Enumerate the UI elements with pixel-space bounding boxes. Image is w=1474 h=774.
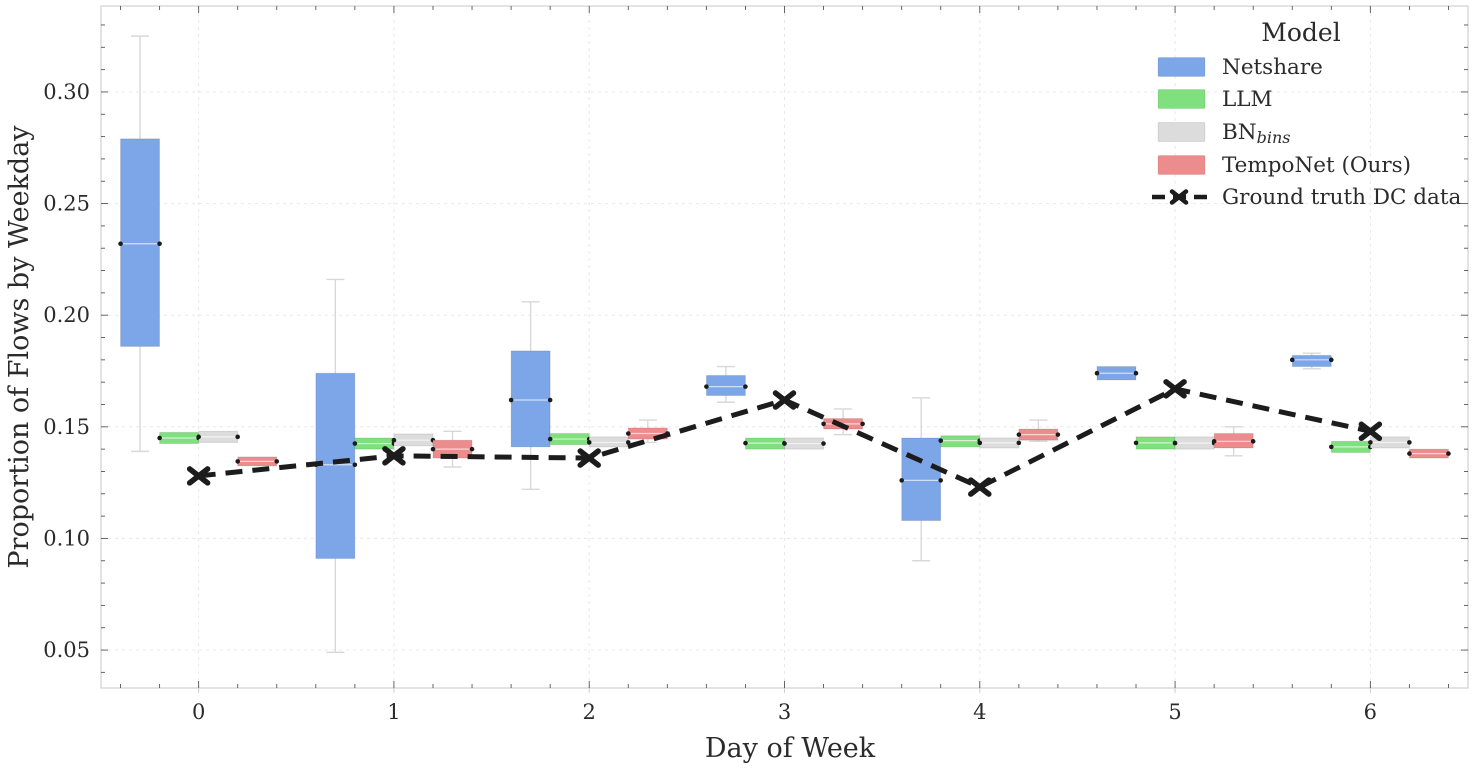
x-tick-label: 5 [1168, 700, 1181, 724]
legend-swatch-netshare [1157, 57, 1206, 77]
legend-title: Model [1261, 18, 1340, 47]
x-tick-label: 2 [583, 700, 596, 724]
median-dot-left-temponet-ours--d3 [821, 421, 826, 427]
x-tick-label: 0 [192, 700, 205, 724]
median-dot-left-bn-bins-d1 [391, 437, 397, 443]
median-dot-left-temponet-ours--d4 [1016, 432, 1022, 437]
ticks-layer [101, 6, 1468, 693]
median-dot-left-bn-bins-d4 [977, 440, 983, 446]
median-dot-left-temponet-ours--d2 [626, 431, 631, 436]
tick-labels-layer: 0.05 0.10 0.15 0.20 0.25 0.30 0 1 2 3 4 5 6 [43, 80, 1377, 724]
legend-swatches [1152, 57, 1212, 205]
median-dot-left-temponet-ours--d0 [235, 459, 241, 464]
y-axis-title: Proportion of Flows by Weekday [4, 125, 35, 569]
gt-marker-d3 [772, 390, 797, 410]
median-dot-left-llm-d5 [1133, 440, 1139, 446]
median-dot-left-llm-d6 [1329, 444, 1334, 450]
median-dot-right-temponet-ours--d5 [1250, 439, 1256, 444]
median-dot-left-bn-bins-d2 [586, 440, 592, 445]
y-tick-label: 0.20 [43, 303, 90, 327]
box-series-layer [118, 35, 1451, 653]
x-tick-label: 3 [778, 700, 791, 724]
median-dot-right-temponet-ours--d1 [469, 446, 475, 452]
legend: Model Netshare LLM BNbins TempoNet (Ours… [1152, 18, 1462, 210]
x-tick-label: 6 [1364, 700, 1377, 724]
x-tick-label: 1 [387, 700, 400, 724]
median-dot-right-netshare-d4 [938, 478, 943, 483]
legend-label-ground-truth: Ground truth DC data [1222, 185, 1462, 210]
y-tick-label: 0.30 [43, 80, 90, 104]
median-dot-right-bn-bins-d6 [1407, 440, 1412, 445]
legend-label-temponet: TempoNet (Ours) [1222, 153, 1411, 178]
median-dot-right-bn-bins-d4 [1016, 440, 1022, 446]
gt-marker-d4 [968, 477, 992, 497]
legend-swatch-temponet-ours- [1157, 155, 1206, 175]
median-dot-left-llm-d0 [157, 435, 162, 441]
median-dot-right-bn-bins-d3 [821, 441, 826, 446]
legend-label-bn-bins: BNbins [1222, 120, 1291, 147]
median-dot-right-temponet-ours--d3 [860, 421, 865, 427]
gt-marker-d0 [186, 466, 211, 486]
gt-marker-d6 [1358, 421, 1383, 442]
y-tick-label: 0.10 [43, 526, 90, 550]
gt-marker-d5 [1163, 379, 1187, 399]
ground-truth-layer [186, 379, 1383, 497]
legend-label-llm: LLM [1222, 87, 1273, 112]
median-dot-left-llm-d1 [352, 441, 358, 446]
median-dot-right-netshare-d2 [547, 397, 553, 403]
median-dot-left-netshare-d2 [508, 397, 514, 403]
median-dot-left-bn-bins-d6 [1368, 440, 1373, 445]
median-dot-right-netshare-d6 [1328, 357, 1334, 363]
gridlines-layer [101, 6, 1468, 688]
median-dot-left-bn-bins-d0 [196, 434, 201, 440]
median-dot-left-netshare-d6 [1289, 357, 1295, 363]
median-dot-left-llm-d4 [938, 438, 944, 443]
median-dot-left-bn-bins-d5 [1172, 440, 1178, 446]
median-dot-left-llm-d3 [743, 440, 748, 446]
median-dot-right-temponet-ours--d0 [274, 459, 280, 464]
x-tick-label: 4 [973, 700, 986, 724]
median-dot-left-temponet-ours--d5 [1211, 439, 1217, 444]
median-dot-left-temponet-ours--d6 [1407, 451, 1412, 456]
box-netshare-d6 [1291, 354, 1332, 368]
median-dot-right-bn-bins-d0 [235, 434, 240, 440]
median-dot-left-temponet-ours--d1 [430, 446, 436, 452]
y-tick-label: 0.25 [43, 192, 90, 216]
median-dot-right-netshare-d3 [743, 384, 748, 389]
box-netshare-d1 [315, 372, 356, 560]
median-dot-left-netshare-d4 [899, 478, 904, 483]
median-dot-left-netshare-d3 [704, 384, 709, 389]
median-dot-left-bn-bins-d3 [782, 441, 787, 446]
gt-marker-d2 [577, 448, 601, 468]
legend-label-netshare: Netshare [1222, 55, 1323, 80]
gt-marker-d1 [382, 446, 406, 466]
median-dot-right-temponet-ours--d4 [1055, 432, 1061, 437]
median-dot-right-netshare-d0 [157, 241, 162, 247]
legend-swatch-bn [1157, 122, 1206, 142]
median-dot-left-netshare-d0 [118, 241, 123, 247]
box-llm-d4 [940, 435, 981, 448]
box-netshare-d3 [705, 374, 746, 397]
x-axis-title: Day of Week [705, 733, 876, 764]
box-netshare-d0 [120, 138, 161, 347]
median-dot-left-netshare-d5 [1094, 370, 1100, 376]
median-dot-right-temponet-ours--d6 [1446, 451, 1451, 456]
median-dot-right-netshare-d1 [352, 462, 358, 468]
legend-swatch-llm [1157, 89, 1206, 109]
y-tick-label: 0.15 [43, 415, 90, 439]
median-dot-right-netshare-d5 [1133, 370, 1139, 376]
box-netshare-d2 [510, 350, 551, 448]
box-netshare-d4 [901, 437, 942, 522]
median-dot-left-llm-d2 [547, 436, 553, 442]
legend-gt-x-marker [1169, 189, 1189, 205]
y-tick-label: 0.05 [43, 638, 90, 662]
